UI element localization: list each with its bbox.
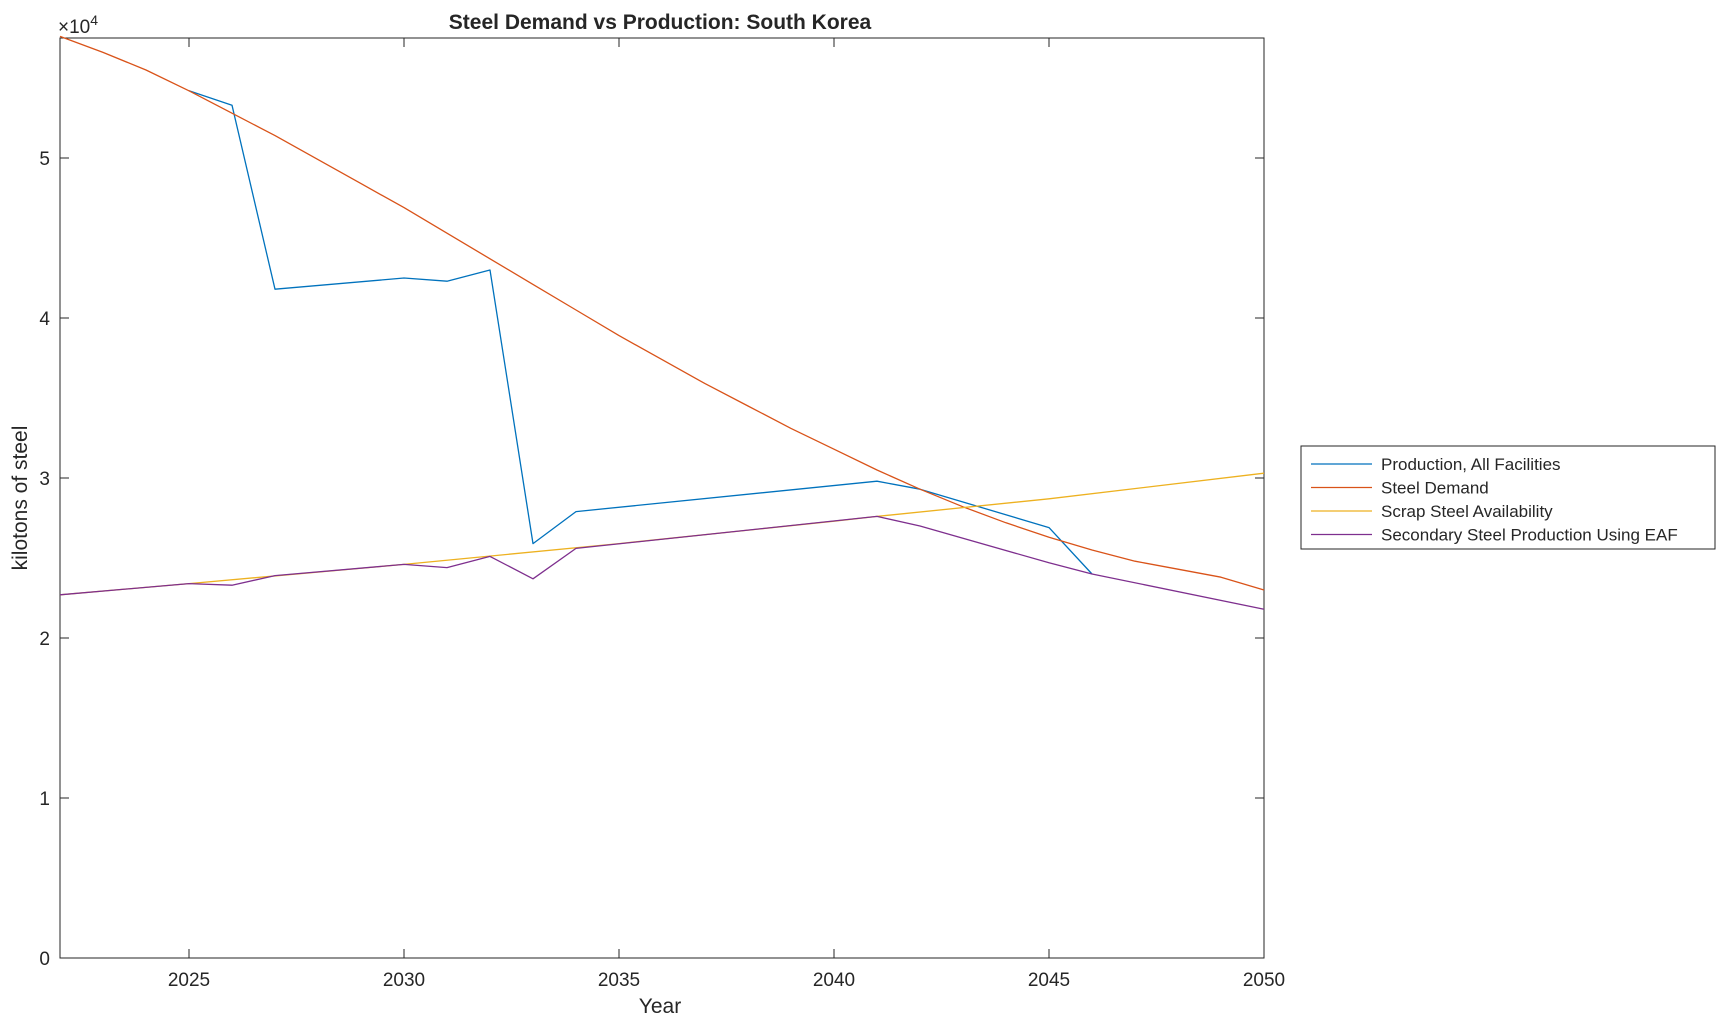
legend-entry-label: Secondary Steel Production Using EAF — [1381, 526, 1678, 545]
x-tick-label: 2050 — [1243, 970, 1285, 991]
x-tick-label: 2030 — [383, 970, 425, 991]
y-tick-label: 1 — [39, 789, 50, 810]
x-tick-label: 2040 — [813, 970, 855, 991]
legend-entry-label: Scrap Steel Availability — [1381, 502, 1553, 521]
y-exponent-label: ×104 — [58, 12, 98, 38]
ticks-layer: 2025 2030 2035 2040 2045 2050 0 1 2 3 4 5 — [39, 38, 1285, 991]
x-axis-title: Year — [639, 995, 681, 1018]
chart-title: Steel Demand vs Production: South Korea — [449, 11, 872, 34]
x-tick-label: 2035 — [598, 970, 640, 991]
series-layer — [59, 35, 1265, 610]
y-tick-label: 0 — [39, 949, 50, 970]
x-tick-label: 2025 — [168, 970, 210, 991]
y-tick-label: 3 — [39, 469, 50, 490]
y-tick-label: 5 — [39, 149, 50, 170]
y-tick-label: 4 — [39, 309, 50, 330]
legend: Production, All Facilities Steel Demand Sc… — [1300, 445, 1716, 550]
legend-box — [1300, 445, 1716, 550]
legend-entry-label: Steel Demand — [1381, 479, 1489, 498]
y-axis-title: kilotons of steel — [9, 426, 32, 571]
x-tick-label: 2045 — [1028, 970, 1070, 991]
plot-frame — [59, 37, 1265, 959]
legend-entry-label: Production, All Facilities — [1381, 455, 1561, 474]
series-line-1 — [188, 90, 1093, 575]
series-line-2 — [59, 35, 1265, 591]
series-line-4 — [59, 515, 1265, 610]
series-line-3 — [59, 472, 1265, 596]
y-tick-label: 2 — [39, 629, 50, 650]
